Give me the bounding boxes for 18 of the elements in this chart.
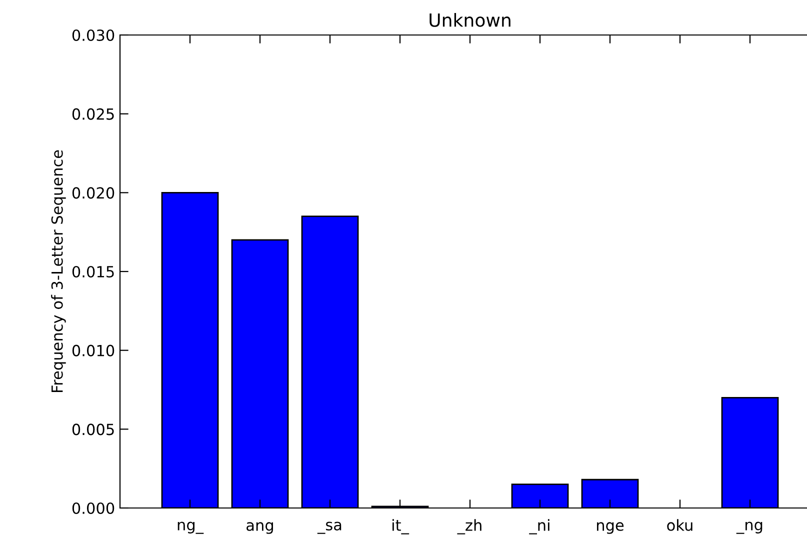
x-tick-label: ng_ bbox=[178, 522, 204, 534]
x-tick-label: oku bbox=[667, 519, 692, 531]
chart-title: Unknown bbox=[430, 12, 510, 27]
y-tick-label: 0.010 bbox=[72, 344, 114, 356]
y-tick-label: 0.000 bbox=[72, 502, 114, 514]
x-tick-label: it_ bbox=[392, 519, 410, 534]
x-tick-label: _sa bbox=[317, 522, 342, 534]
y-tick-label: 0.015 bbox=[72, 266, 114, 278]
x-tick-label: _ni bbox=[529, 519, 550, 534]
x-tick-label: _zh bbox=[457, 519, 482, 534]
y-tick-label: 0.005 bbox=[72, 424, 114, 436]
y-axis-title: Frequency of 3-Letter Sequence bbox=[51, 150, 66, 392]
x-tick-label: nge bbox=[596, 522, 624, 534]
y-tick-label: 0.020 bbox=[72, 187, 114, 199]
y-tick-label: 0.025 bbox=[72, 108, 114, 120]
x-tick-label: ang bbox=[246, 522, 273, 534]
x-tick-label: _ng bbox=[736, 522, 762, 534]
y-tick-label: 0.030 bbox=[72, 29, 114, 42]
